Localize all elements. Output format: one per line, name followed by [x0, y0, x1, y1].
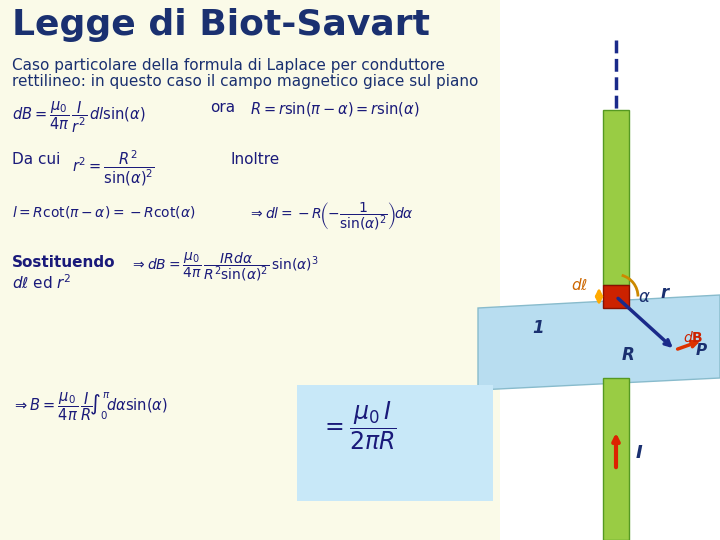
- Text: $\Rightarrow dB = \dfrac{\mu_0}{4\pi}\,\dfrac{IRd\alpha}{R^2\sin(\alpha)^2}\,\si: $\Rightarrow dB = \dfrac{\mu_0}{4\pi}\,\…: [130, 250, 319, 283]
- Text: $\Rightarrow dl = -R\!\left(-\dfrac{1}{\sin(\alpha)^2}\right)\!d\alpha$: $\Rightarrow dl = -R\!\left(-\dfrac{1}{\…: [248, 200, 414, 232]
- FancyBboxPatch shape: [297, 385, 493, 501]
- Text: $dB = \dfrac{\mu_0}{4\pi}\,\dfrac{I}{r^2}\,dl\sin(\alpha)$: $dB = \dfrac{\mu_0}{4\pi}\,\dfrac{I}{r^2…: [12, 100, 145, 135]
- Polygon shape: [500, 0, 720, 540]
- Text: $r^2 = \dfrac{R^2}{\sin(\alpha)^2}$: $r^2 = \dfrac{R^2}{\sin(\alpha)^2}$: [72, 148, 155, 188]
- Text: P: P: [696, 343, 707, 358]
- Text: R: R: [622, 346, 635, 364]
- Text: Caso particolare della formula di Laplace per conduttore: Caso particolare della formula di Laplac…: [12, 58, 445, 73]
- Text: ora: ora: [210, 100, 235, 115]
- Bar: [603, 378, 629, 540]
- Text: $d\ell$ ed $r^2$: $d\ell$ ed $r^2$: [12, 273, 71, 292]
- Text: Inoltre: Inoltre: [230, 152, 279, 167]
- Text: Sostituendo: Sostituendo: [12, 255, 115, 270]
- Text: $d\ell$: $d\ell$: [571, 278, 588, 294]
- Text: I: I: [636, 444, 643, 462]
- Text: $d$B: $d$B: [683, 330, 703, 345]
- Text: $= \dfrac{\mu_0\,I}{2\pi R}$: $= \dfrac{\mu_0\,I}{2\pi R}$: [320, 400, 397, 453]
- Text: $\alpha$: $\alpha$: [638, 288, 651, 307]
- Text: $l = R\cot(\pi-\alpha) = -R\cot(\alpha)$: $l = R\cot(\pi-\alpha) = -R\cot(\alpha)$: [12, 204, 195, 220]
- Text: $R = r\sin(\pi-\alpha) = r\sin(\alpha)$: $R = r\sin(\pi-\alpha) = r\sin(\alpha)$: [250, 100, 420, 118]
- Text: $\Rightarrow B = \dfrac{\mu_0}{4\pi}\,\dfrac{I}{R}\!\int_0^{\pi}\!d\alpha\sin(\a: $\Rightarrow B = \dfrac{\mu_0}{4\pi}\,\d…: [12, 390, 168, 423]
- Text: 1: 1: [532, 319, 544, 337]
- Text: Legge di Biot-Savart: Legge di Biot-Savart: [12, 8, 430, 42]
- Bar: [603, 285, 629, 308]
- Polygon shape: [478, 295, 720, 390]
- Text: rettilineo: in questo caso il campo magnetico giace sul piano: rettilineo: in questo caso il campo magn…: [12, 74, 478, 89]
- Text: r: r: [660, 284, 668, 302]
- Bar: [603, 110, 629, 285]
- Text: Da cui: Da cui: [12, 152, 60, 167]
